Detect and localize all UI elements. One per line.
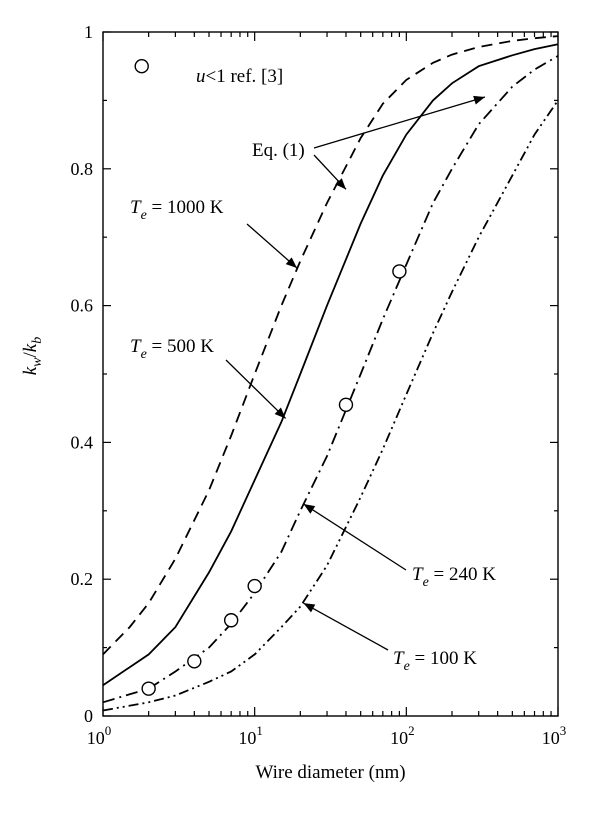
y-axis-label: kw/kb [20,337,45,376]
ref-legend-label: u<1 ref. [3] [196,66,283,87]
eq-arrow-lower-head [335,178,346,190]
series-solid-line [102,43,559,686]
te100-arrow [303,602,389,651]
te240-arrow-head [303,503,316,514]
eq-arrow-upper-head [473,95,485,105]
data-point [134,58,149,74]
te240-label: Te = 240 K [412,564,496,590]
x-tick-label: 100 [87,723,112,748]
data-point [247,578,262,594]
y-tick-label: 0.8 [71,159,94,179]
y-tick-label: 1 [84,22,93,42]
x-axis-label: Wire diameter (nm) [255,762,405,783]
data-point [223,613,239,628]
te1000-arrow-head [285,257,297,268]
te100-label: Te = 100 K [393,648,477,674]
series-dash-dot-line [102,55,559,704]
data-point [187,654,202,669]
y-tick-label: 0.4 [71,432,94,452]
te500-arrow [225,359,287,419]
data-point [392,264,407,279]
plot-area [102,31,559,717]
y-tick-label: 0.2 [71,569,94,589]
axes: 0 0.2 0.4 0.6 0.8 1 100 101 102 103 [71,22,567,748]
data-points [134,58,407,696]
series-dash-dot-dot-line [102,99,559,712]
annotations: u<1 ref. [3] Eq. (1) Te = 1000 K Te = 50… [130,66,496,674]
te500-label: Te = 500 K [130,336,214,362]
te1000-arrow [246,223,298,269]
y-tick-label: 0 [84,706,93,726]
x-tick-label: 102 [390,723,415,748]
series-curves [102,35,559,712]
data-point [338,397,354,412]
te240-arrow [303,503,407,571]
x-tick-label: 101 [238,723,263,748]
data-point [141,681,156,696]
te100-arrow-head [303,603,316,613]
y-tick-label: 0.6 [71,296,94,316]
te1000-label: Te = 1000 K [130,197,224,223]
te500-arrow-head [274,407,286,419]
eq-arrow-upper [313,96,486,149]
x-tick-label: 103 [542,723,567,748]
eq1-label: Eq. (1) [252,140,305,161]
plot-frame [102,31,559,717]
series-dashed-line [102,35,559,656]
